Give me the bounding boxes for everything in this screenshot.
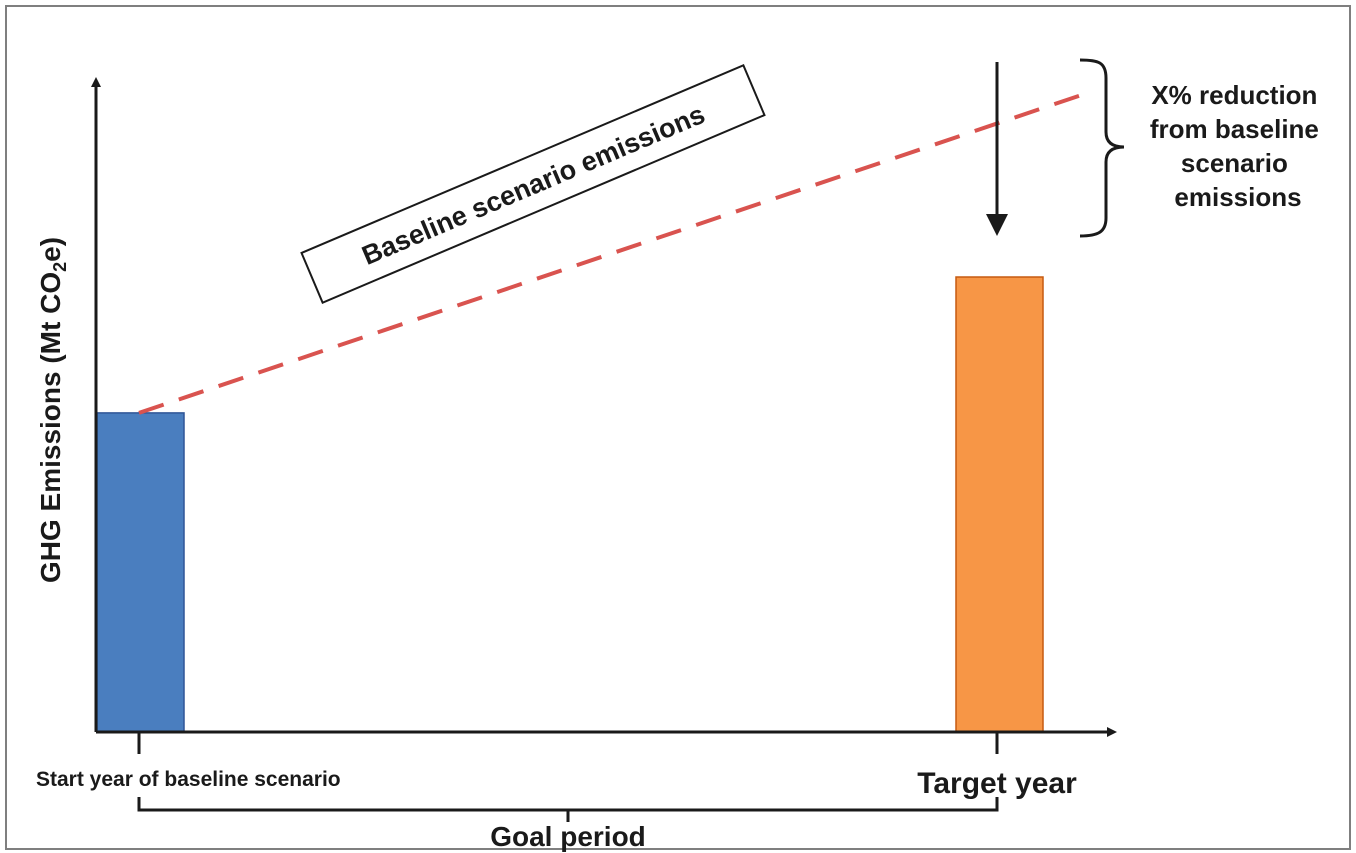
reduction-arrow-head bbox=[986, 214, 1008, 236]
y-axis-label: GHG Emissions (Mt CO2e) bbox=[35, 237, 70, 583]
baseline-label-box: Baseline scenario emissions bbox=[300, 64, 766, 304]
reduction-annotation: X% reduction from baseline scenario emis… bbox=[1150, 80, 1326, 212]
diagram-frame bbox=[5, 5, 1351, 850]
baseline-label-text: Baseline scenario emissions bbox=[358, 99, 710, 271]
reduction-line-2: from baseline bbox=[1150, 114, 1319, 144]
bar-target-year bbox=[955, 276, 1044, 733]
reduction-brace bbox=[1079, 58, 1125, 238]
category-label-start: Start year of baseline scenario bbox=[36, 768, 341, 791]
bar-start-year bbox=[96, 412, 185, 733]
reduction-line-4: emissions bbox=[1174, 182, 1301, 212]
goal-period-bracket bbox=[137, 797, 999, 822]
reduction-line-3: scenario bbox=[1181, 148, 1288, 178]
category-label-target: Target year bbox=[917, 767, 1077, 800]
goal-period-label: Goal period bbox=[490, 821, 646, 852]
reduction-line-1: X% reduction bbox=[1151, 80, 1317, 110]
